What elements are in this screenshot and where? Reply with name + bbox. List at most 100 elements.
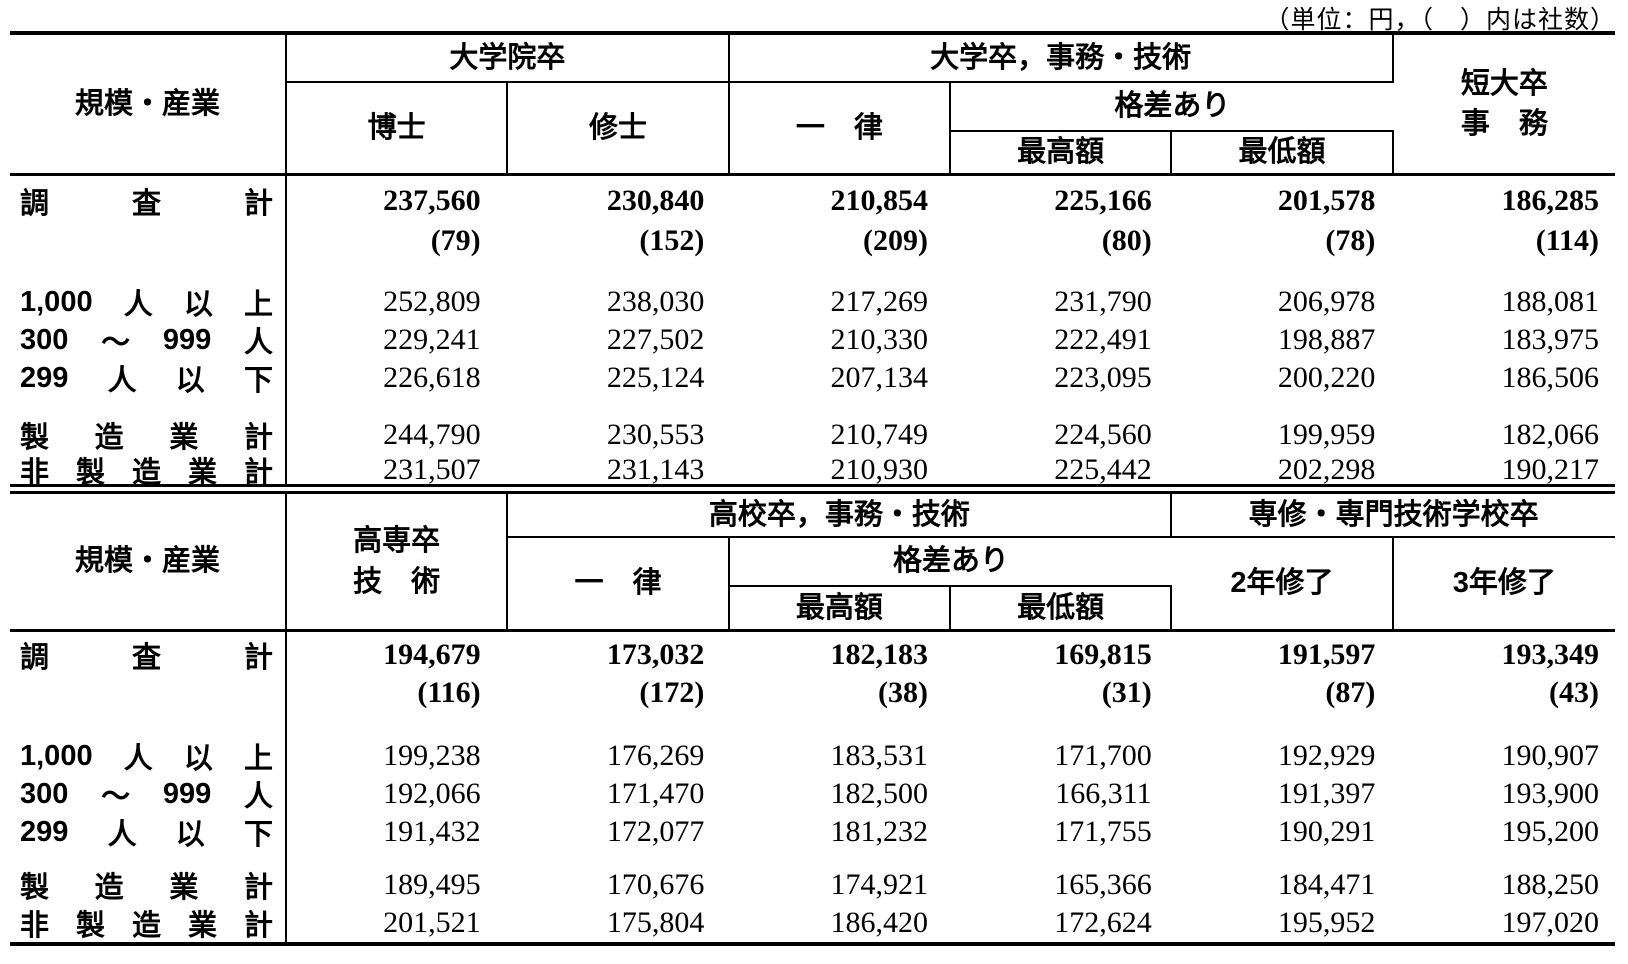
- value-cell: 231,507: [383, 452, 481, 486]
- row-label-part: 業: [169, 422, 199, 454]
- value-cell: 190,291: [1277, 815, 1376, 848]
- table-row: 非 製 造 業 計 201,521 175,804 186,420 172,62…: [10, 904, 1615, 942]
- spacer-row: [10, 256, 1615, 283]
- double-rule-line: [10, 491, 1615, 494]
- value-cell: 176,269: [606, 739, 705, 772]
- row-label-part: 非: [20, 456, 50, 489]
- row-label-part: 計: [243, 910, 273, 942]
- header-vocational-group: 専修・専門技術学校卒: [1172, 494, 1615, 538]
- row-label-part: 計: [243, 872, 273, 904]
- header-scale-industry: 規模・産業: [10, 494, 287, 629]
- value-cell: 175,804: [606, 906, 705, 939]
- value-cell: 193,900: [1501, 777, 1600, 810]
- value-cell: 210,749: [830, 418, 929, 451]
- count-cell: (38): [878, 676, 929, 709]
- count-cell: (172): [639, 676, 705, 709]
- row-label: 非 製 造 業 計: [10, 454, 287, 489]
- table-row: 299 人 以 下 226,618 225,124 207,134 223,09…: [10, 359, 1615, 397]
- row-label-part: 300: [20, 323, 69, 356]
- row-label: 299 人 以 下: [10, 813, 287, 851]
- spacer-row: [10, 397, 1615, 416]
- value-cell: 210,330: [830, 323, 929, 356]
- value-cell: 182,066: [1501, 418, 1600, 451]
- value-cell: 195,200: [1501, 815, 1600, 848]
- row-label-part: 製: [75, 910, 105, 942]
- value-cell: 244,790: [383, 418, 481, 451]
- value-cell: 170,676: [606, 868, 705, 901]
- value-cell: 186,285: [1501, 184, 1600, 217]
- table-row: 非 製 造 業 計 231,507 231,143 210,930 225,44…: [10, 452, 1615, 489]
- row-label-part: 300: [20, 777, 69, 810]
- row-label: 300 〜 999 人: [10, 775, 287, 813]
- row-label: 1,000 人 以 上: [10, 737, 287, 775]
- row-label-part: 非: [20, 910, 50, 942]
- value-cell: 166,311: [1055, 777, 1152, 810]
- value-cell: 195,952: [1277, 906, 1376, 939]
- row-label-part: 製: [75, 456, 105, 489]
- row-label-part: 調: [20, 642, 50, 674]
- row-label-part: 上: [243, 289, 273, 321]
- value-cell: 188,250: [1501, 868, 1600, 901]
- value-cell: 182,183: [830, 638, 929, 671]
- count-cell: (87): [1325, 676, 1376, 709]
- row-label-part: 下: [243, 365, 273, 397]
- table-row: 299 人 以 下 191,432 172,077 181,232 171,75…: [10, 813, 1615, 851]
- value-cell: 182,500: [830, 777, 929, 810]
- value-cell: 197,020: [1501, 906, 1600, 939]
- table-row: 300 〜 999 人 229,241 227,502 210,330 222,…: [10, 321, 1615, 359]
- row-label-part: 1,000: [20, 739, 93, 772]
- value-cell: 192,066: [383, 777, 481, 810]
- row-label-part: 人: [243, 327, 273, 359]
- row-label-part: 299: [20, 815, 69, 848]
- header-min: 最低額: [1172, 132, 1394, 173]
- header-univ-group: 大学卒，事務・技術: [729, 35, 1394, 83]
- header-grad-school-group: 大学院卒: [287, 35, 730, 83]
- header-max: 最高額: [951, 132, 1173, 173]
- unit-note: （単位：円，（ ）内は社数）: [1264, 7, 1616, 34]
- value-cell: 207,134: [830, 361, 929, 394]
- row-label-part: 人: [123, 289, 153, 321]
- value-cell: 201,578: [1277, 184, 1376, 217]
- value-cell: 171,755: [1054, 815, 1152, 848]
- row-label-part: 計: [243, 422, 273, 454]
- header-gap: 格差あり: [950, 83, 1394, 132]
- value-cell: 225,442: [1054, 452, 1152, 486]
- header-uniform: 一 律: [508, 538, 730, 629]
- value-cell: 199,959: [1277, 418, 1376, 451]
- header-3yr: 3年修了: [1452, 567, 1556, 600]
- row-label-part: 上: [243, 743, 273, 775]
- value-cell: 252,809: [383, 285, 481, 318]
- row-label-part: 造: [94, 872, 124, 904]
- header-kosen: 高専卒 技 術: [287, 494, 509, 629]
- value-cell: 222,491: [1054, 323, 1152, 356]
- value-cell: 198,887: [1277, 323, 1376, 356]
- value-cell: 171,470: [606, 777, 705, 810]
- row-label-part: 業: [187, 456, 217, 489]
- count-cell: (209): [863, 224, 929, 257]
- value-cell: 183,531: [830, 739, 929, 772]
- value-cell: 169,815: [1054, 638, 1152, 671]
- row-label-part: 〜: [101, 781, 131, 813]
- value-cell: 174,921: [830, 868, 929, 901]
- row-label-part: 査: [131, 188, 161, 220]
- header-junior-college-line1: 短大卒: [1460, 67, 1548, 100]
- table-row: 製 造 業 計 244,790 230,553 210,749 224,560 …: [10, 416, 1615, 454]
- value-cell: 238,030: [606, 285, 705, 318]
- table-row-total: 調 査 計 194,679 173,032 182,183 169,815 19…: [10, 632, 1615, 678]
- table-row: 1,000 人 以 上 199,238 176,269 183,531 171,…: [10, 737, 1615, 775]
- count-cell: (114): [1535, 224, 1600, 257]
- row-label-part: 人: [107, 365, 137, 397]
- count-cell: (152): [639, 224, 705, 257]
- value-cell: 194,679: [383, 638, 481, 671]
- header-2yr: 2年修了: [1172, 538, 1394, 629]
- value-cell: 202,298: [1277, 452, 1376, 486]
- header-doctor: 博士: [287, 83, 509, 173]
- row-label-part: 299: [20, 361, 69, 394]
- row-label-part: 〜: [101, 327, 131, 359]
- value-cell: 181,232: [830, 815, 929, 848]
- row-label: 300 〜 999 人: [10, 321, 287, 359]
- value-cell: 188,081: [1501, 285, 1600, 318]
- value-cell: 237,560: [383, 184, 481, 217]
- count-cell: (116): [417, 676, 481, 709]
